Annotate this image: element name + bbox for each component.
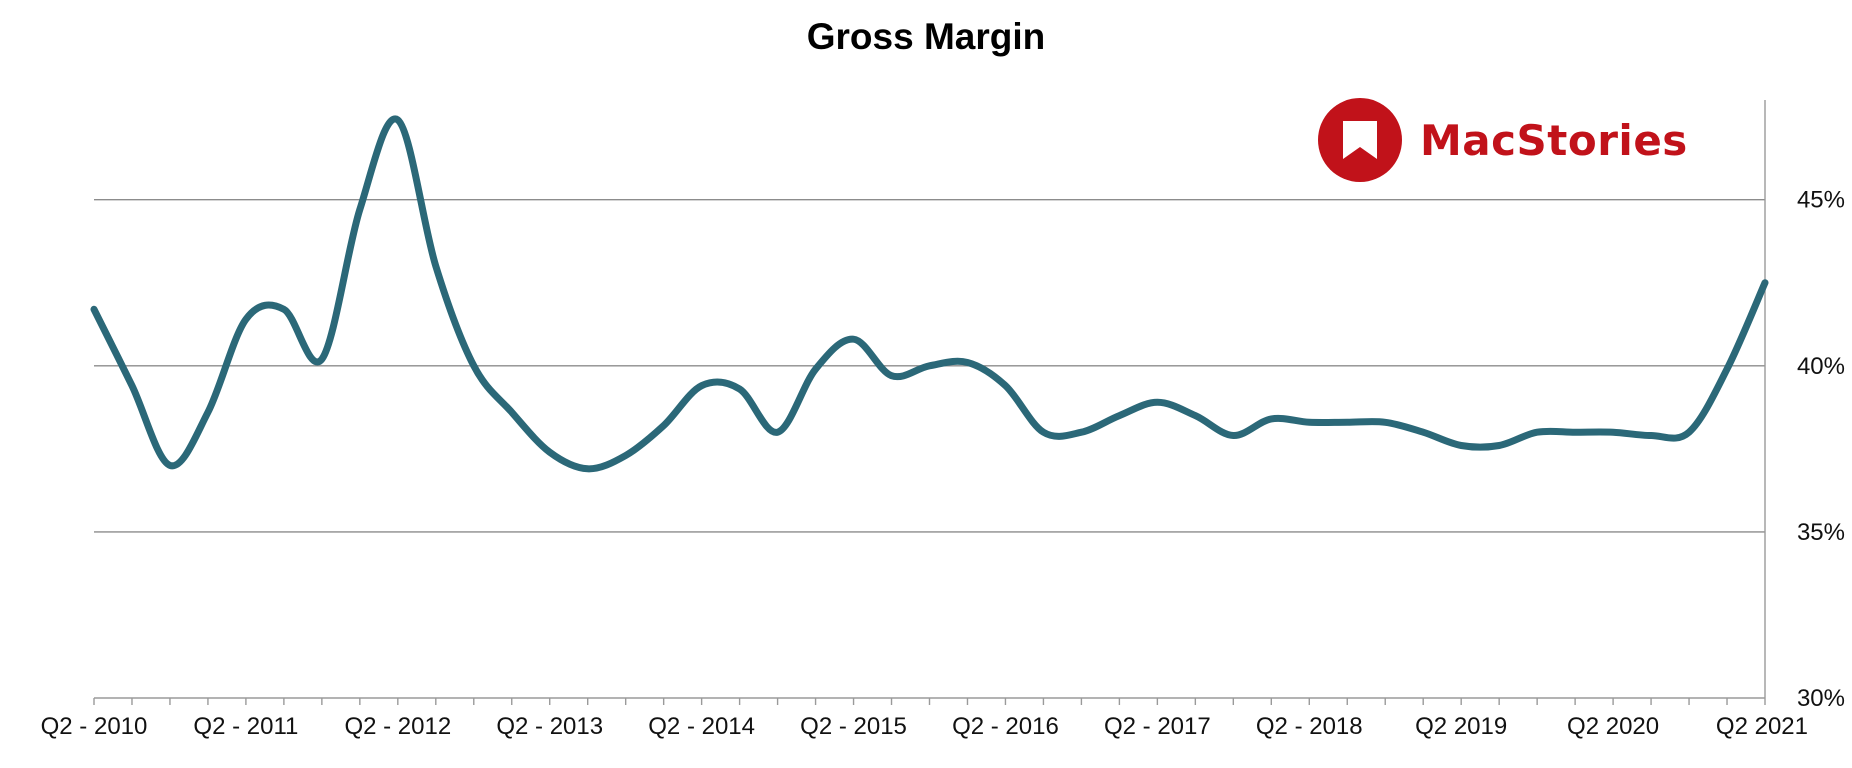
x-tick-label: Q2 - 2016	[952, 713, 1059, 740]
x-tick-label: Q2 - 2010	[41, 713, 148, 740]
data-point	[736, 386, 743, 393]
data-point	[166, 462, 173, 469]
series-line-gross-margin	[90, 115, 1769, 473]
x-tick-label: Q2 2019	[1415, 713, 1507, 740]
data-point	[204, 409, 211, 416]
data-point	[1192, 412, 1199, 419]
x-tick-label: Q2 2021	[1716, 713, 1808, 740]
y-tick-label: 45%	[1797, 187, 1845, 214]
macstories-logo: MacStories	[1318, 98, 1688, 182]
data-point	[1306, 419, 1313, 426]
x-tick-label: Q2 - 2014	[648, 713, 755, 740]
y-tick-label: 35%	[1797, 519, 1845, 546]
y-tick-label: 40%	[1797, 353, 1845, 380]
data-point	[508, 409, 515, 416]
data-point	[1116, 412, 1123, 419]
data-point	[432, 263, 439, 270]
series-group	[90, 115, 1769, 473]
y-axis-labels: 30% 35% 40% 45%	[1797, 187, 1845, 712]
y-tick-label: 30%	[1797, 685, 1845, 712]
data-point	[1382, 419, 1389, 426]
x-tick-label: Q2 - 2012	[344, 713, 451, 740]
data-point	[964, 359, 971, 366]
data-point	[394, 116, 401, 123]
data-point	[546, 449, 553, 456]
data-point	[1762, 279, 1769, 286]
data-point	[1648, 432, 1655, 439]
data-point	[812, 366, 819, 373]
data-point	[91, 306, 98, 313]
data-point	[1344, 419, 1351, 426]
data-point	[318, 356, 325, 363]
data-point	[698, 382, 705, 389]
logo-text: MacStories	[1420, 115, 1688, 165]
data-point	[774, 429, 781, 436]
data-point	[470, 362, 477, 369]
data-point	[1572, 429, 1579, 436]
data-point	[1420, 429, 1427, 436]
x-tick-label: Q2 - 2011	[193, 713, 298, 740]
data-point	[1268, 415, 1275, 422]
axes	[93, 100, 1766, 705]
chart-title: Gross Margin	[806, 16, 1046, 57]
x-tick-label: Q2 - 2018	[1256, 713, 1363, 740]
data-point	[1534, 429, 1541, 436]
data-point	[1496, 442, 1503, 449]
data-point	[1458, 442, 1465, 449]
data-point	[850, 336, 857, 343]
data-point	[280, 306, 287, 313]
data-point	[584, 465, 591, 472]
data-point	[128, 382, 135, 389]
data-point	[1610, 429, 1617, 436]
x-tick-label: Q2 - 2017	[1104, 713, 1211, 740]
data-point	[1230, 432, 1237, 439]
x-tick-label: Q2 - 2013	[496, 713, 603, 740]
x-tick-label: Q2 - 2015	[800, 713, 907, 740]
data-point	[888, 372, 895, 379]
data-point	[356, 206, 363, 213]
data-point	[1040, 429, 1047, 436]
data-point	[926, 362, 933, 369]
data-point	[1154, 399, 1161, 406]
bookmark-icon	[1318, 98, 1402, 182]
data-point	[1724, 366, 1731, 373]
data-point	[1078, 429, 1085, 436]
data-point	[1686, 429, 1693, 436]
data-point	[1002, 382, 1009, 389]
x-axis-labels: Q2 - 2010 Q2 - 2011 Q2 - 2012 Q2 - 2013 Q2 -…	[41, 713, 1808, 740]
data-point	[660, 422, 667, 429]
data-point	[242, 316, 249, 323]
x-tick-label: Q2 2020	[1567, 713, 1659, 740]
data-point	[622, 452, 629, 459]
